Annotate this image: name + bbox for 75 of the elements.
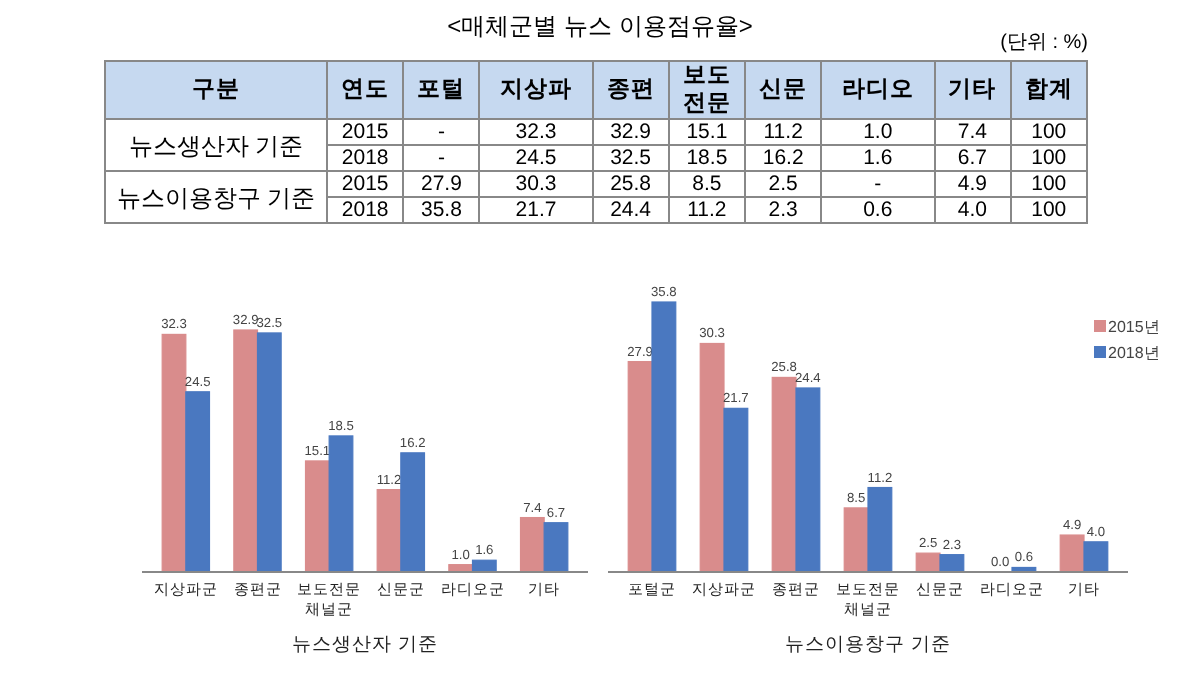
- data-label: 7.4: [934, 119, 1011, 145]
- data-label: 32.3: [479, 119, 593, 145]
- bar: [939, 554, 965, 573]
- text: 뉴스생산자 기준: [105, 119, 327, 171]
- data-label: 100: [1010, 171, 1087, 197]
- x-axis-title: 뉴스이용창구 기준: [785, 634, 951, 656]
- text: 구분: [105, 61, 327, 119]
- y-tick-label: 2018: [327, 197, 404, 223]
- x-tick-label: 기타: [934, 61, 1011, 119]
- bar: [328, 435, 354, 573]
- bar: [400, 452, 426, 573]
- bar: [1059, 534, 1085, 573]
- x-tick-label: 합계: [1010, 61, 1087, 119]
- bar: [627, 360, 653, 573]
- data-label: 21.7: [479, 197, 593, 223]
- legend-label: 2018년: [1108, 344, 1160, 362]
- data-label: 6.7: [934, 145, 1011, 171]
- data-label: 4.0: [934, 197, 1011, 223]
- data-label: 1.6: [821, 145, 935, 171]
- bar: [233, 329, 259, 573]
- empty-cell: -: [403, 119, 480, 145]
- data-label: 11.2: [745, 119, 822, 145]
- data-label: 25.8: [592, 171, 669, 197]
- data-label: 35.8: [403, 197, 480, 223]
- y-tick-label: 2015: [327, 119, 404, 145]
- data-label: 15.1: [668, 119, 746, 145]
- data-label: 4.9: [934, 171, 1011, 197]
- x-tick-label: 보도 전문: [668, 61, 746, 119]
- data-label: 1.0: [821, 119, 935, 145]
- bar: [185, 391, 211, 573]
- x-tick-label: 포털: [403, 61, 480, 119]
- bar: [1083, 541, 1109, 573]
- bar: [699, 342, 725, 573]
- chart-title: <매체군별 뉴스 이용점유율>: [447, 12, 753, 40]
- x-tick-label: 라디오: [821, 61, 935, 119]
- bar: [304, 460, 330, 573]
- bar: [543, 522, 569, 573]
- bar: [867, 486, 893, 573]
- data-label: 32.5: [592, 145, 669, 171]
- bar: [843, 507, 869, 573]
- x-tick-label: 신문: [745, 61, 822, 119]
- data-label: 8.5: [668, 171, 746, 197]
- bar: [651, 301, 677, 573]
- data-label: 24.5: [479, 145, 593, 171]
- data-label: 2.5: [745, 171, 822, 197]
- bar: [771, 376, 797, 573]
- data-label: 18.5: [668, 145, 746, 171]
- x-tick-label: 종편: [592, 61, 669, 119]
- x-axis-title: 뉴스생산자 기준: [292, 634, 438, 656]
- text: 연도: [327, 61, 404, 119]
- data-label: 30.3: [479, 171, 593, 197]
- bar: [723, 407, 749, 573]
- data-label: 24.4: [592, 197, 669, 223]
- data-label: 100: [1010, 197, 1087, 223]
- bar: [161, 333, 187, 573]
- bar: [795, 387, 821, 573]
- x-tick-label: 지상파: [479, 61, 593, 119]
- data-label: 0.6: [821, 197, 935, 223]
- empty-cell: -: [821, 171, 935, 197]
- bar: [376, 489, 402, 573]
- bar: [519, 516, 545, 573]
- data-label: 11.2: [668, 197, 746, 223]
- bar: [256, 332, 282, 573]
- chart-subtitle: (단위 : %): [1000, 30, 1088, 56]
- data-label: 2.3: [745, 197, 822, 223]
- text: 뉴스이용창구 기준: [105, 171, 327, 223]
- data-label: 100: [1010, 145, 1087, 171]
- empty-cell: -: [403, 145, 480, 171]
- data-label: 32.9: [592, 119, 669, 145]
- y-tick-label: 2015: [327, 171, 404, 197]
- data-label: 100: [1010, 119, 1087, 145]
- y-tick-label: 2018: [327, 145, 404, 171]
- legend-label: 2015년: [1108, 318, 1160, 336]
- data-label: 16.2: [745, 145, 822, 171]
- data-label: 27.9: [403, 171, 480, 197]
